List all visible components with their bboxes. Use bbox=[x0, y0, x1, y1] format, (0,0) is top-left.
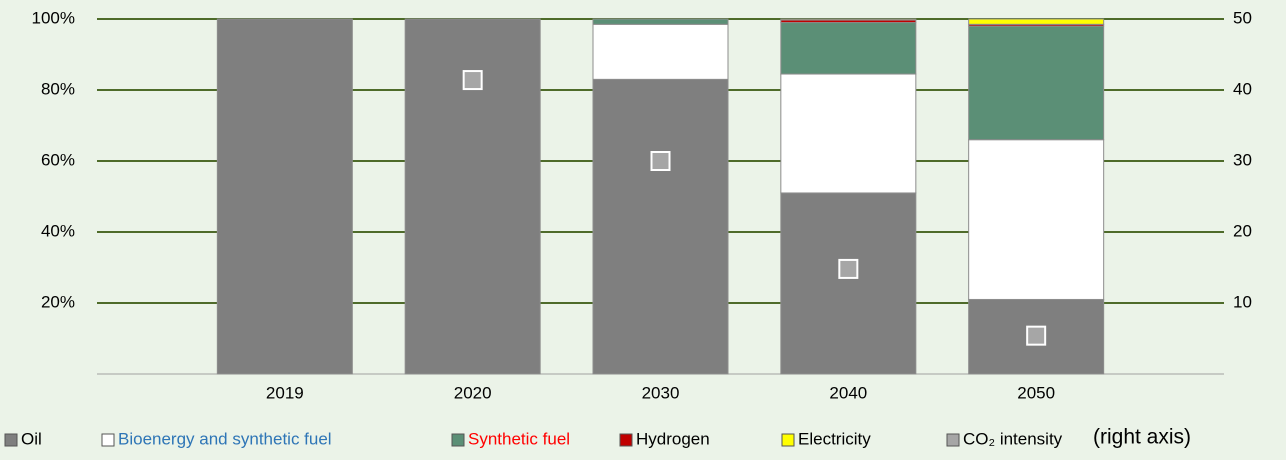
marker bbox=[838, 258, 859, 279]
y-tick-label: 60% bbox=[41, 150, 75, 169]
bar-segment bbox=[780, 18, 917, 21]
legend-swatch bbox=[781, 433, 795, 447]
x-tick-label: 2030 bbox=[642, 383, 680, 402]
bar-segment bbox=[592, 78, 729, 375]
legend-label: Synthetic fuel bbox=[468, 429, 570, 448]
x-tick-label: 2050 bbox=[1017, 383, 1055, 402]
legend-swatch bbox=[4, 433, 18, 447]
y-tick-label: 80% bbox=[41, 79, 75, 98]
y-tick-label: 20% bbox=[41, 292, 75, 311]
legend-label: Bioenergy and synthetic fuel bbox=[118, 429, 332, 448]
x-tick-label: 2040 bbox=[829, 383, 867, 402]
y2-tick-label: 10 bbox=[1233, 292, 1252, 311]
y2-tick-label: 50 bbox=[1233, 8, 1252, 27]
y-tick-label: 40% bbox=[41, 221, 75, 240]
legend-label: Hydrogen bbox=[636, 429, 710, 448]
bar-segment bbox=[968, 18, 1105, 25]
bar-segment bbox=[968, 139, 1105, 300]
y2-tick-label: 20 bbox=[1233, 221, 1252, 240]
legend-swatch bbox=[451, 433, 465, 447]
bar-segment bbox=[780, 73, 917, 194]
bar-segment bbox=[968, 25, 1105, 141]
legend-swatch bbox=[619, 433, 633, 447]
x-tick-label: 2020 bbox=[454, 383, 492, 402]
y2-tick-label: 30 bbox=[1233, 150, 1252, 169]
x-tick-label: 2019 bbox=[266, 383, 304, 402]
bar-segment bbox=[780, 192, 917, 375]
legend-swatch bbox=[946, 433, 960, 447]
y-tick-label: 100% bbox=[32, 8, 75, 27]
legend-label: CO₂ intensity bbox=[963, 429, 1063, 448]
bar-segment bbox=[780, 22, 917, 75]
bar-segment bbox=[592, 23, 729, 80]
marker bbox=[1026, 325, 1047, 346]
marker bbox=[650, 151, 671, 171]
legend-label: Oil bbox=[21, 429, 42, 448]
bar-segment bbox=[592, 18, 729, 25]
legend-label: Electricity bbox=[798, 429, 871, 448]
legend-swatch bbox=[101, 433, 115, 447]
legend-note: (right axis) bbox=[1093, 426, 1191, 449]
marker bbox=[462, 70, 483, 91]
bar-segment bbox=[216, 18, 353, 375]
y2-tick-label: 40 bbox=[1233, 79, 1252, 98]
